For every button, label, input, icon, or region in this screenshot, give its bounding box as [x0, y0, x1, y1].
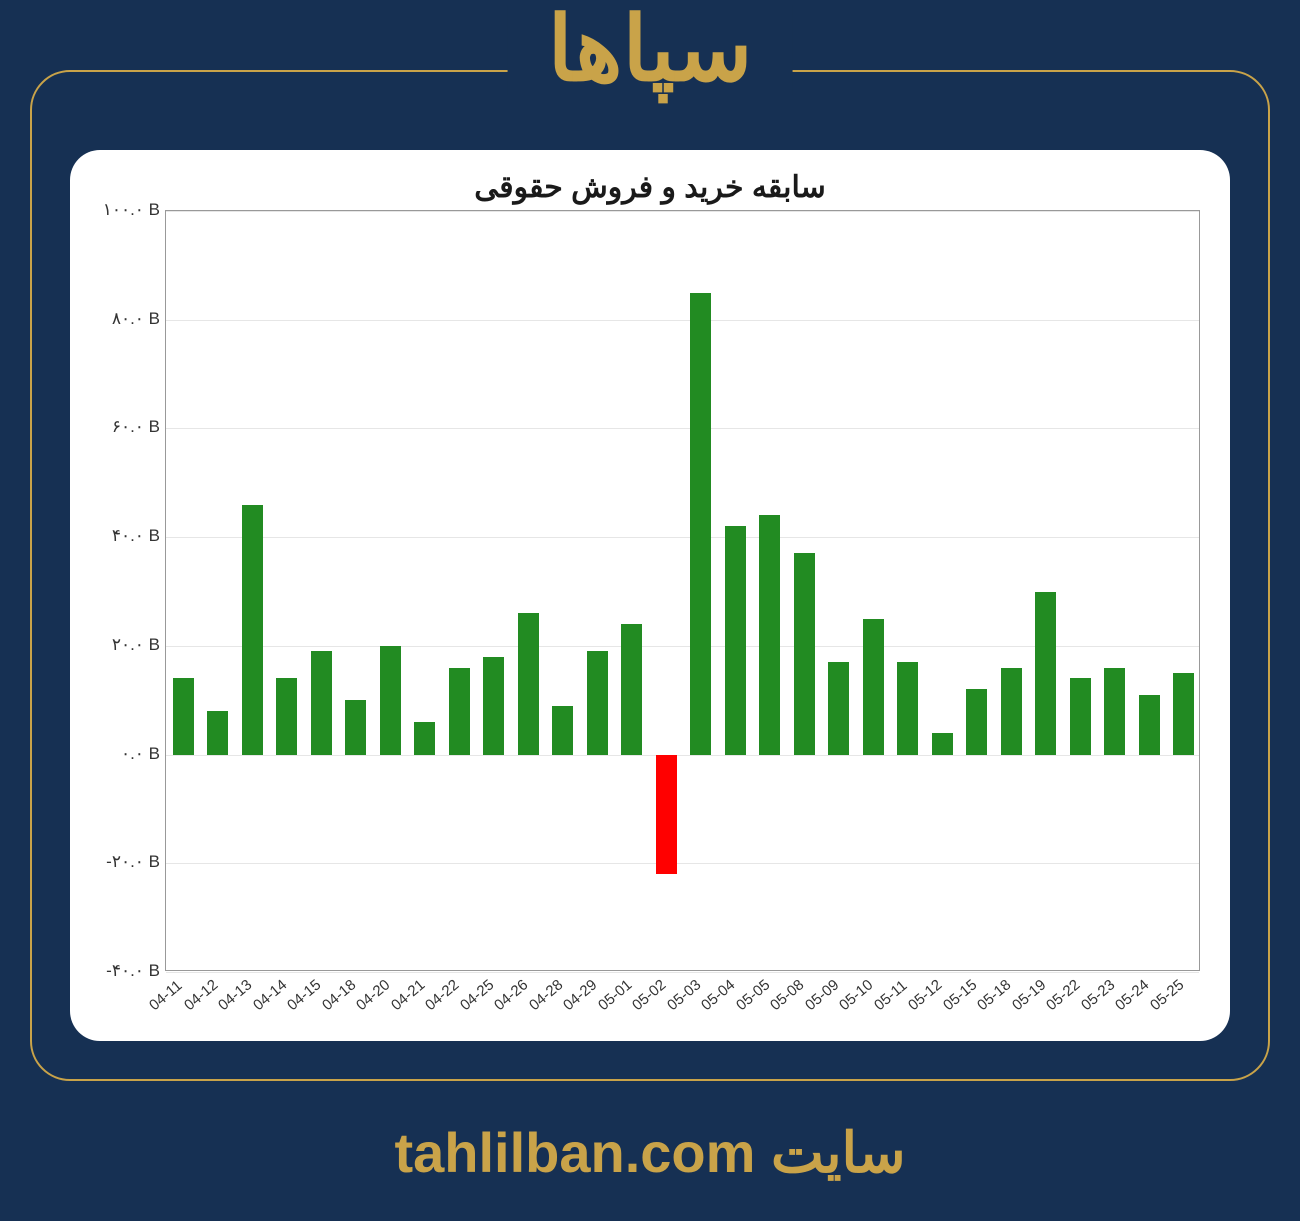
chart-plot-area	[165, 210, 1200, 971]
chart-y-tick-label: ۶۰.۰ B	[90, 417, 160, 437]
chart-y-tick-label: -۴۰.۰ B	[90, 961, 160, 981]
chart-x-tick-label: 04-22	[422, 976, 462, 1014]
chart-x-tick-label: 05-03	[664, 976, 704, 1014]
chart-bar	[690, 293, 711, 755]
chart-x-tick-label: 05-23	[1078, 976, 1118, 1014]
chart-bar	[311, 651, 332, 754]
chart-bar	[932, 733, 953, 755]
chart-bar	[725, 526, 746, 754]
chart-x-tick-label: 05-11	[871, 977, 910, 1014]
chart-bar	[621, 624, 642, 754]
chart-bar	[828, 662, 849, 754]
chart-x-tick-label: 05-04	[698, 976, 738, 1014]
chart-bar	[656, 755, 677, 875]
chart-x-tick-label: 04-18	[319, 976, 359, 1014]
chart-bar	[345, 700, 366, 754]
chart-title: سابقه خرید و فروش حقوقی	[90, 170, 1210, 205]
chart-x-tick-label: 05-10	[836, 976, 876, 1014]
chart-x-tick-label: 04-20	[353, 976, 393, 1014]
chart-gridline	[166, 863, 1199, 864]
chart-x-tick-label: 05-18	[974, 976, 1014, 1014]
chart-bar	[794, 553, 815, 754]
chart-y-tick-label: ۱۰۰.۰ B	[90, 200, 160, 220]
chart-x-tick-label: 04-28	[526, 976, 566, 1014]
chart-bar	[1001, 668, 1022, 755]
chart-x-tick-label: 05-02	[629, 976, 669, 1014]
chart-x-tick-label: 05-09	[802, 976, 842, 1014]
chart-x-tick-label: 04-29	[560, 976, 600, 1014]
chart-y-tick-label: ۰.۰ B	[90, 744, 160, 764]
chart-x-tick-label: 05-05	[733, 976, 773, 1014]
chart-bar	[276, 678, 297, 754]
chart-x-tick-label: 04-26	[491, 976, 531, 1014]
chart-bar	[1104, 668, 1125, 755]
chart-bar	[1035, 592, 1056, 755]
chart-x-tick-label: 05-22	[1043, 976, 1083, 1014]
footer-site-url: tahlilban.com	[394, 1121, 755, 1184]
chart-x-tick-label: 05-19	[1009, 976, 1049, 1014]
chart-y-tick-label: ۲۰.۰ B	[90, 635, 160, 655]
chart-gridline	[166, 537, 1199, 538]
footer-site-label: سایت	[771, 1121, 906, 1184]
chart-bar	[897, 662, 918, 754]
chart-bar	[1070, 678, 1091, 754]
chart-gridline	[166, 428, 1199, 429]
chart-bar	[518, 613, 539, 754]
chart-x-tick-label: 04-12	[181, 976, 221, 1014]
chart-x-tick-label: 05-25	[1147, 976, 1187, 1014]
chart-x-tick-label: 05-01	[595, 976, 635, 1014]
chart-bar	[414, 722, 435, 755]
chart-x-tick-label: 05-08	[767, 976, 807, 1014]
chart-bar	[207, 711, 228, 754]
chart-bar	[552, 706, 573, 755]
chart-bar	[380, 646, 401, 755]
chart-bar	[759, 515, 780, 754]
chart-gridline	[166, 320, 1199, 321]
chart-bar	[1139, 695, 1160, 755]
chart-gridline	[166, 755, 1199, 756]
chart-x-tick-label: 04-21	[388, 976, 428, 1014]
chart-gridline	[166, 211, 1199, 212]
chart-bar	[449, 668, 470, 755]
chart-card: سابقه خرید و فروش حقوقی -۴۰.۰ B -۲۰.۰ B ۰.…	[70, 150, 1230, 1041]
chart-bar	[863, 619, 884, 755]
chart-bar	[587, 651, 608, 754]
chart-x-tick-label: 04-14	[250, 976, 290, 1014]
chart-y-tick-label: ۸۰.۰ B	[90, 309, 160, 329]
chart-x-tick-label: 04-15	[284, 976, 324, 1014]
chart-x-tick-label: 05-12	[905, 976, 945, 1014]
chart-x-tick-label: 04-13	[215, 976, 255, 1014]
chart-bar	[1173, 673, 1194, 755]
chart-bar	[966, 689, 987, 754]
chart-x-tick-label: 04-11	[146, 977, 185, 1014]
chart-y-tick-label: ۴۰.۰ B	[90, 526, 160, 546]
chart-bar	[242, 505, 263, 755]
header-title: سپاها	[508, 5, 793, 95]
chart-x-tick-label: 05-24	[1112, 976, 1152, 1014]
chart-bar	[483, 657, 504, 755]
chart-x-tick-label: 05-15	[940, 976, 980, 1014]
footer: سایت tahlilban.com	[0, 1120, 1300, 1186]
chart-y-tick-label: -۲۰.۰ B	[90, 852, 160, 872]
chart-gridline	[166, 972, 1199, 973]
chart-bar	[173, 678, 194, 754]
chart-x-tick-label: 04-25	[457, 976, 497, 1014]
